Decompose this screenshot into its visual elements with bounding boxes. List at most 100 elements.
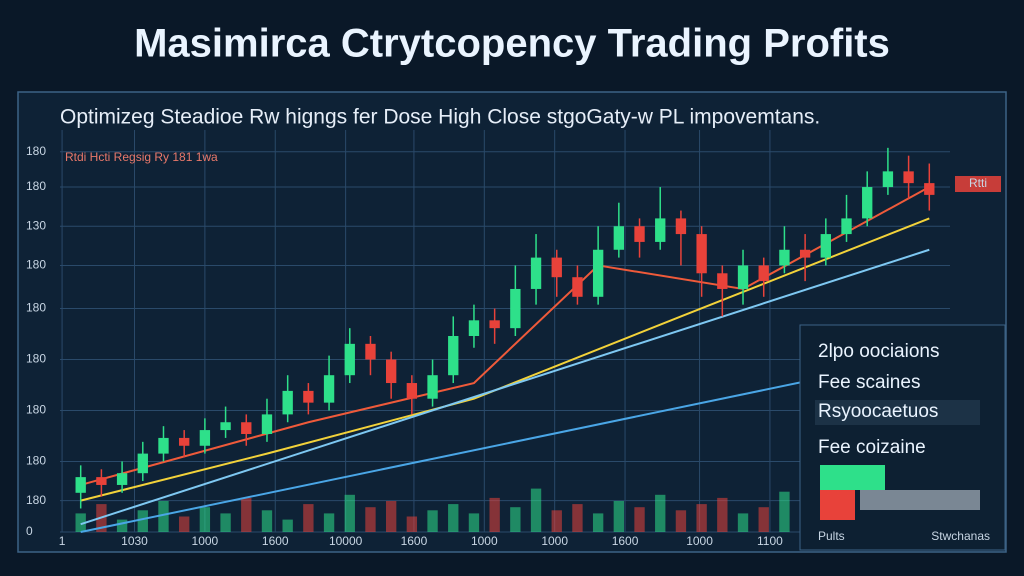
candle-body	[75, 477, 86, 493]
volume-bar	[241, 497, 252, 532]
candle-body	[406, 383, 418, 399]
volume-bar	[75, 513, 86, 532]
x-tick-label: 10000	[329, 534, 363, 548]
candle-body	[924, 183, 935, 195]
x-tick-label: 1100	[757, 534, 783, 548]
candle-body	[758, 265, 769, 282]
volume-bar	[137, 510, 148, 532]
candle-body	[241, 422, 252, 434]
x-tick-label: 1600	[612, 534, 639, 548]
y-tick-label: 130	[26, 218, 46, 232]
x-tick-label: 1030	[121, 534, 148, 548]
y-tick-label: 180	[26, 493, 46, 507]
candle-body	[468, 320, 480, 336]
volume-bar	[427, 510, 438, 532]
volume-bar	[510, 507, 521, 532]
candle-body	[862, 187, 873, 219]
candle-body	[137, 453, 148, 474]
candle-body	[510, 288, 521, 329]
volume-bar	[696, 504, 707, 532]
volume-bar	[592, 513, 604, 532]
volume-bar	[199, 507, 211, 532]
candle-body	[261, 414, 273, 434]
candle-body	[841, 218, 852, 235]
candle-body	[282, 390, 293, 415]
volume-bar	[675, 510, 687, 532]
y-tick-label: 180	[26, 454, 46, 468]
candle-body	[592, 249, 604, 297]
volume-bar	[261, 510, 273, 532]
y-tick-label: 180	[26, 403, 46, 417]
volume-bar	[613, 501, 625, 532]
trend-line	[80, 354, 930, 533]
candle-body	[820, 234, 831, 258]
volume-bar	[758, 507, 769, 532]
candle-body	[220, 422, 231, 431]
volume-bar	[282, 519, 293, 532]
volume-bar	[303, 504, 314, 532]
panel-bar	[860, 490, 980, 510]
candle-body	[199, 430, 211, 446]
panel-row	[815, 400, 980, 425]
candle-body	[737, 265, 749, 289]
candle-body	[613, 226, 625, 250]
candle-body	[551, 257, 562, 278]
candle-body	[323, 375, 335, 403]
candle-body	[696, 234, 707, 274]
volume-bar	[737, 513, 749, 532]
price-tag: Rtti	[969, 176, 987, 190]
x-tick-label: 1000	[686, 534, 713, 548]
candle-body	[572, 277, 583, 297]
candle-body	[365, 343, 376, 360]
subtitle: Optimizeg Steadioe Rw higngs fer Dose Hi…	[60, 106, 820, 129]
volume-bar	[158, 501, 169, 532]
volume-bar	[344, 494, 355, 532]
x-tick-label: 1	[59, 534, 66, 548]
volume-bar	[448, 504, 459, 532]
candle-body	[799, 249, 811, 258]
volume-bar	[385, 501, 397, 532]
volume-bar	[489, 497, 500, 532]
panel-item: Fee scaines	[818, 372, 920, 393]
panel-footer: Stwchanas	[931, 529, 990, 543]
y-tick-label: 180	[26, 301, 46, 315]
volume-bar	[323, 513, 335, 532]
y-tick-label: 180	[26, 258, 46, 272]
candle-body	[489, 320, 500, 329]
panel-bar	[820, 490, 855, 520]
legend-caption: Rtdi Hcti Regsig Ry 181 1wa	[65, 150, 218, 164]
volume-bar	[116, 519, 128, 532]
volume-bar	[717, 497, 728, 532]
panel-bar	[820, 465, 885, 490]
volume-bar	[572, 504, 583, 532]
y-tick-label: 180	[26, 179, 46, 193]
candle-body	[655, 218, 666, 242]
x-tick-label: 1000	[541, 534, 568, 548]
volume-bar	[634, 507, 645, 532]
x-tick-label: 1000	[471, 534, 498, 548]
panel-footer: Pults	[818, 529, 845, 543]
volume-bar	[406, 516, 418, 532]
candle-body	[903, 171, 914, 184]
x-tick-label: 1000	[192, 534, 219, 548]
candle-body	[344, 343, 355, 376]
y-tick-label: 180	[26, 352, 46, 366]
volume-bar	[468, 513, 480, 532]
candle-body	[634, 226, 645, 242]
volume-bar	[365, 507, 376, 532]
volume-bar	[179, 516, 190, 532]
x-tick-label: 1600	[262, 534, 289, 548]
trend-line	[80, 248, 930, 526]
candle-body	[779, 249, 790, 266]
candle-body	[303, 390, 314, 403]
volume-bar	[779, 491, 790, 532]
y-tick-label: 180	[26, 144, 46, 158]
candle-body	[882, 171, 894, 188]
panel-item: Fee coizaine	[818, 437, 926, 458]
candle-body	[530, 257, 542, 289]
chart-title: Masimirca Ctrytcopency Trading Profits	[134, 22, 890, 66]
panel-item: 2lpo oociaions	[818, 341, 939, 362]
volume-bar	[655, 494, 666, 532]
candle-body	[179, 437, 190, 446]
